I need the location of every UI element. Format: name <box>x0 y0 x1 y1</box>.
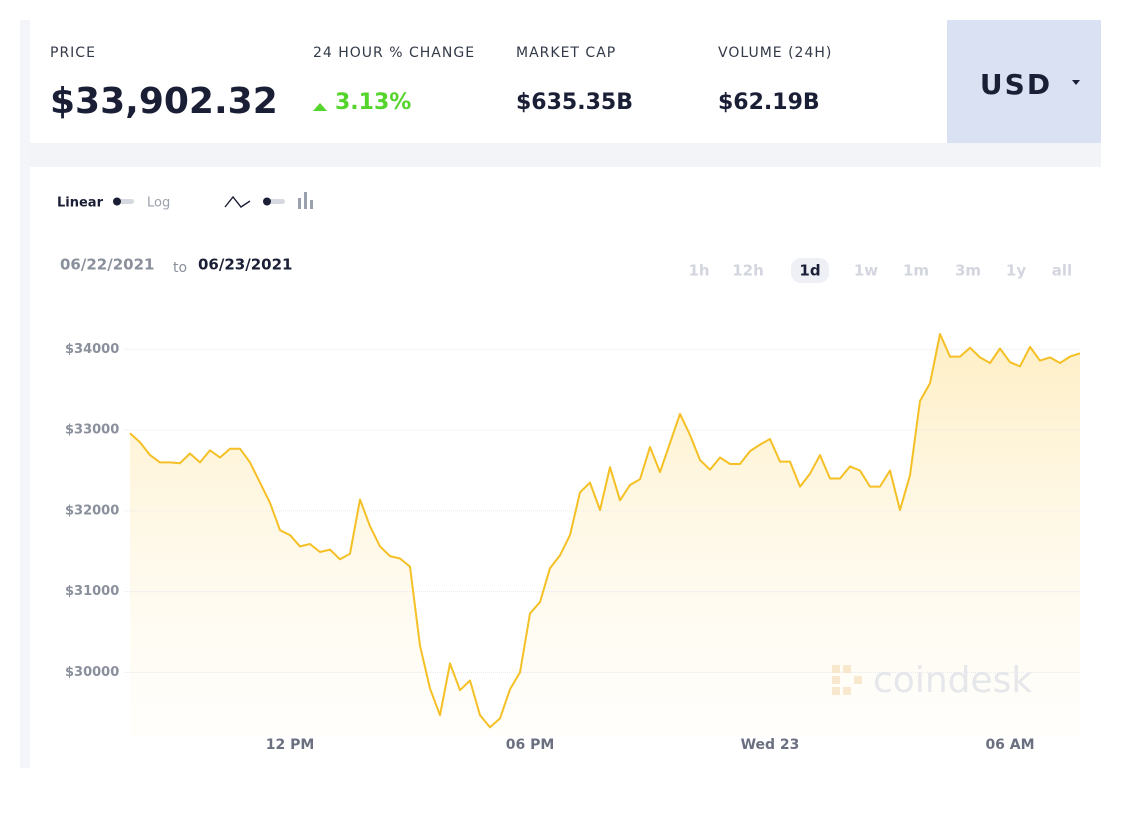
timeframe-button[interactable]: 3m <box>955 262 981 280</box>
logo-part <box>832 665 840 673</box>
bar-icon[interactable] <box>298 192 313 209</box>
y-tick-label: $32000 <box>65 503 119 518</box>
stat-value: $62.19B <box>718 90 820 115</box>
timeframe-button[interactable]: 1h <box>688 262 709 280</box>
scale-linear[interactable]: Linear <box>57 196 104 211</box>
date-to-word: to <box>173 260 187 276</box>
bar-icon-part <box>310 200 313 209</box>
stat-label: PRICE <box>50 45 96 61</box>
watermark: coindesk <box>873 660 1032 701</box>
y-tick-label: $30000 <box>65 665 119 680</box>
currency[interactable]: USD <box>980 68 1052 101</box>
logo-part <box>854 676 862 684</box>
timeframe-active-bg[interactable] <box>791 258 829 283</box>
x-tick-label: Wed 23 <box>741 737 800 753</box>
y-tick-label: $34000 <box>65 342 119 357</box>
change-arrow <box>313 103 327 111</box>
stat-label: VOLUME (24H) <box>718 45 832 61</box>
area <box>130 334 1080 737</box>
x-tick-label: 12 PM <box>266 737 315 753</box>
currency-caret <box>1072 80 1080 85</box>
toggle-knob[interactable] <box>113 197 121 206</box>
timeframe-button[interactable]: 1w <box>854 262 878 280</box>
watermark-logo <box>832 665 862 695</box>
timeframe-button[interactable]: 1m <box>903 262 929 280</box>
bar-icon-part <box>298 198 301 209</box>
logo-part <box>832 676 840 684</box>
left-strip <box>20 20 30 768</box>
stat-label: MARKET CAP <box>516 45 616 61</box>
date-from: 06/22/2021 <box>60 256 154 274</box>
stat-label: 24 HOUR % CHANGE <box>313 45 475 61</box>
toggle-knob[interactable] <box>263 197 271 206</box>
logo-part <box>843 687 851 695</box>
logo-part <box>832 687 840 695</box>
timeframe-button[interactable]: all <box>1052 262 1072 280</box>
scale-log[interactable]: Log <box>147 196 170 211</box>
stat-value: 3.13% <box>335 90 411 115</box>
y-tick-label: $33000 <box>65 423 119 438</box>
timeframe-button[interactable]: 12h <box>732 262 764 280</box>
timeframe-button[interactable]: 1d <box>799 262 820 280</box>
stat-value: $635.35B <box>516 90 633 115</box>
bar-icon-part <box>304 192 307 209</box>
line-icon[interactable] <box>224 195 251 208</box>
x-tick-label: 06 PM <box>506 737 555 753</box>
x-tick-label: 06 AM <box>985 737 1034 753</box>
separator <box>30 143 1101 167</box>
logo-part <box>843 665 851 673</box>
date-to: 06/23/2021 <box>198 256 292 274</box>
y-tick-label: $31000 <box>65 584 119 599</box>
price-line <box>129 333 1081 729</box>
stat-value: $33,902.32 <box>50 81 278 122</box>
timeframe-button[interactable]: 1y <box>1006 262 1026 280</box>
